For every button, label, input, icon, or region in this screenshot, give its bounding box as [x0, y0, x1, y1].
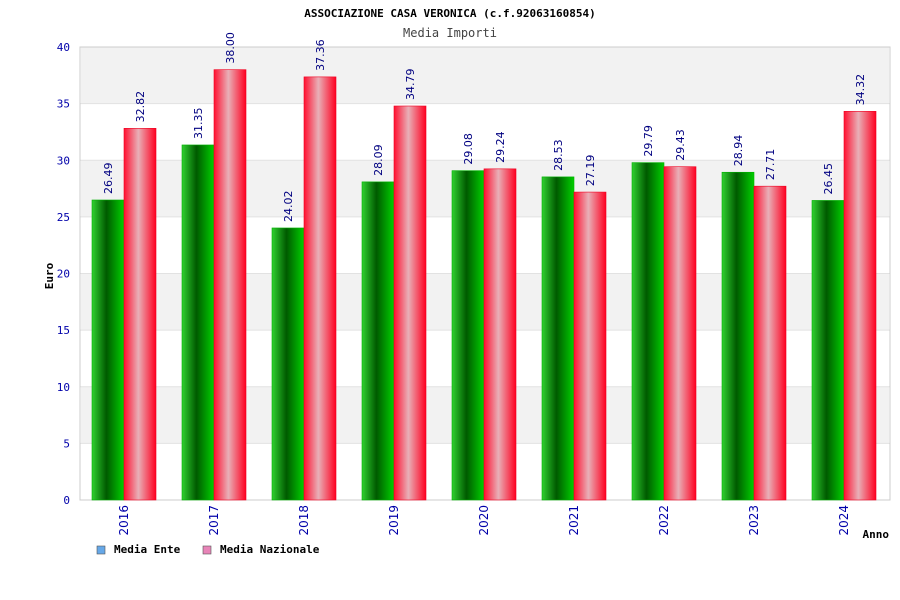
bar-media-ente — [541, 176, 575, 501]
bar-media-ente — [451, 170, 485, 501]
x-tick-label: 2024 — [837, 505, 851, 536]
x-tick-label: 2020 — [477, 505, 491, 536]
bar-media-ente — [181, 144, 215, 501]
bar-media-ente — [361, 181, 395, 501]
bar-media-nazionale — [663, 166, 697, 501]
x-tick-label: 2018 — [297, 505, 311, 536]
y-axis-label: Euro — [43, 262, 56, 289]
legend-swatch — [96, 545, 106, 555]
bar-media-ente — [91, 199, 125, 501]
y-tick-label: 40 — [57, 41, 70, 54]
data-label: 31.35 — [192, 107, 205, 139]
legend-label: Media Nazionale — [220, 543, 320, 556]
data-label: 29.08 — [462, 133, 475, 165]
bar-media-nazionale — [303, 76, 337, 501]
plot-area: 0 5 10 15 20 25 30 35 40 26.49 32.82 2016 31.35 38.00… — [57, 32, 891, 536]
x-tick-label: 2017 — [207, 505, 221, 536]
y-tick-label: 20 — [57, 268, 70, 281]
x-tick-label: 2022 — [657, 505, 671, 536]
y-tick-label: 15 — [57, 324, 70, 337]
data-label: 28.53 — [552, 139, 565, 171]
bar-media-ente — [631, 162, 665, 501]
y-tick-label: 5 — [63, 437, 70, 450]
chart-title: ASSOCIAZIONE CASA VERONICA (c.f.92063160… — [304, 7, 595, 20]
grid-band — [81, 47, 889, 104]
data-label: 32.82 — [134, 91, 147, 123]
data-label: 38.00 — [224, 32, 237, 64]
x-tick-label: 2021 — [567, 505, 581, 536]
bar-media-ente — [721, 171, 755, 501]
bar-media-nazionale — [753, 185, 787, 501]
y-tick-label: 25 — [57, 211, 70, 224]
bar-media-ente — [271, 227, 305, 501]
data-label: 26.49 — [102, 163, 115, 195]
data-label: 27.19 — [584, 155, 597, 187]
legend: Media Ente Media Nazionale — [96, 543, 320, 556]
data-label: 29.79 — [642, 125, 655, 157]
bar-media-nazionale — [573, 191, 607, 501]
data-label: 28.94 — [732, 135, 745, 167]
legend-label: Media Ente — [114, 543, 181, 556]
y-tick-label: 35 — [57, 98, 70, 111]
bar-media-nazionale — [123, 128, 157, 501]
x-tick-label: 2019 — [387, 505, 401, 536]
x-axis-label: Anno — [863, 528, 890, 541]
bar-media-nazionale — [213, 69, 247, 501]
y-tick-label: 0 — [63, 494, 70, 507]
y-tick-label: 30 — [57, 154, 70, 167]
data-label: 34.79 — [404, 69, 417, 101]
data-label: 27.71 — [764, 149, 777, 181]
data-label: 29.43 — [674, 129, 687, 161]
bar-media-nazionale — [393, 105, 427, 501]
bar-media-ente — [811, 200, 845, 501]
x-tick-label: 2016 — [117, 505, 131, 536]
bar-media-nazionale — [843, 111, 877, 501]
data-label: 34.32 — [854, 74, 867, 106]
bar-media-nazionale — [483, 168, 517, 501]
data-label: 26.45 — [822, 163, 835, 195]
data-label: 29.24 — [494, 131, 507, 163]
data-label: 24.02 — [282, 190, 295, 222]
y-tick-label: 10 — [57, 381, 70, 394]
data-label: 37.36 — [314, 39, 327, 71]
x-tick-label: 2023 — [747, 505, 761, 536]
data-label: 28.09 — [372, 144, 385, 176]
chart-subtitle: Media Importi — [403, 26, 497, 40]
legend-swatch — [202, 545, 212, 555]
